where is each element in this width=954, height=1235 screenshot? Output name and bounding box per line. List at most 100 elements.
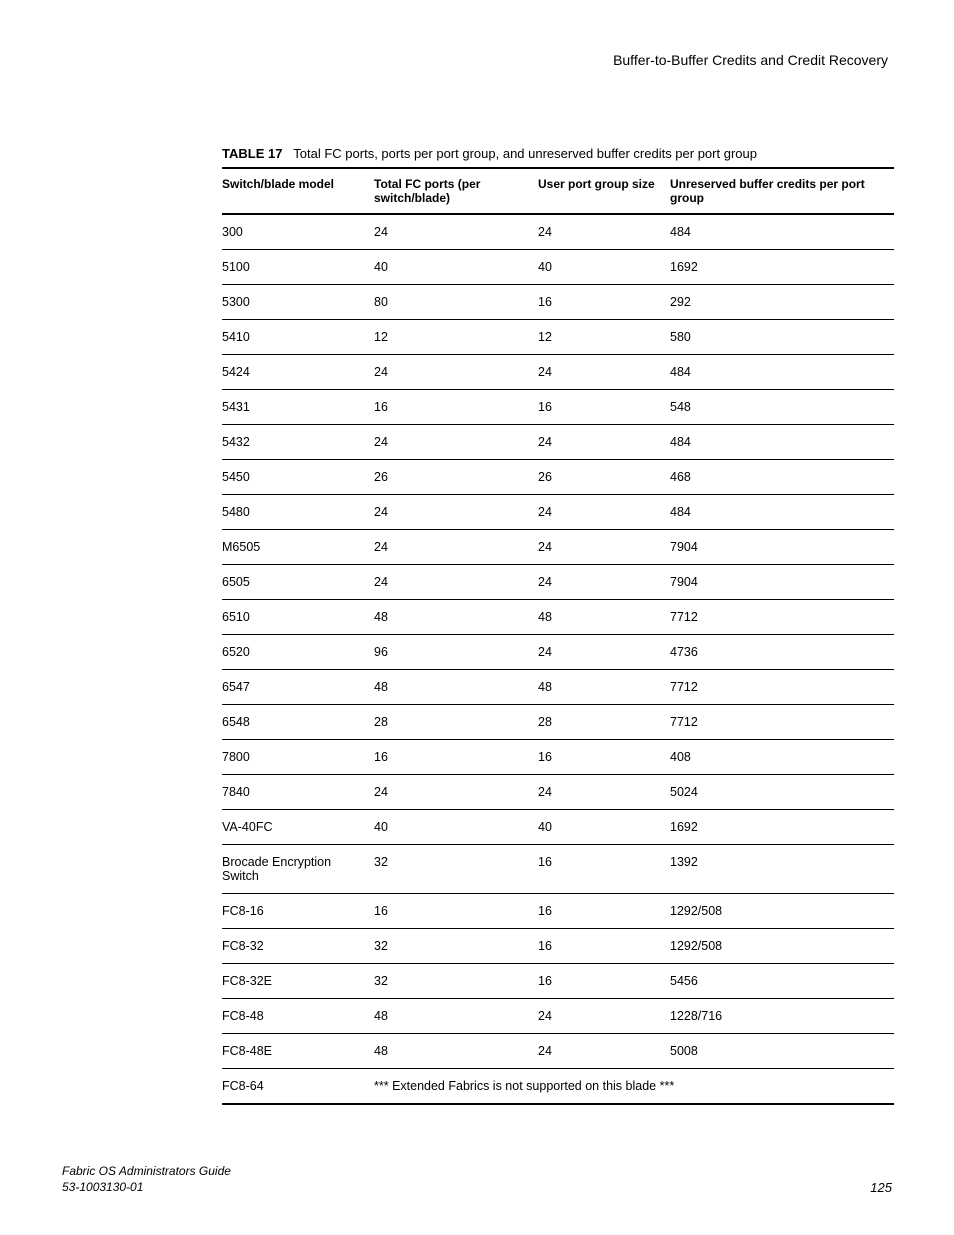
page-header-title: Buffer-to-Buffer Credits and Credit Reco… — [62, 52, 892, 68]
cell-model: 5450 — [222, 460, 374, 495]
cell-model: 5431 — [222, 390, 374, 425]
cell-total-ports: 24 — [374, 214, 538, 250]
cell-total-ports: 12 — [374, 320, 538, 355]
cell-credits: 7712 — [670, 705, 894, 740]
cell-total-ports: 40 — [374, 810, 538, 845]
cell-group-size: 48 — [538, 670, 670, 705]
cell-model: 6505 — [222, 565, 374, 600]
cell-total-ports: 26 — [374, 460, 538, 495]
table-row: 650524247904 — [222, 565, 894, 600]
cell-group-size: 26 — [538, 460, 670, 495]
cell-model: 5432 — [222, 425, 374, 460]
cell-credits: 484 — [670, 425, 894, 460]
table-row: FC8-3232161292/508 — [222, 929, 894, 964]
cell-total-ports: 24 — [374, 355, 538, 390]
cell-model: 6510 — [222, 600, 374, 635]
cell-credits: 484 — [670, 355, 894, 390]
cell-group-size: 24 — [538, 999, 670, 1034]
cell-total-ports: 48 — [374, 600, 538, 635]
table-body: 3002424484510040401692530080162925410121… — [222, 214, 894, 1104]
fc-ports-table: Switch/blade model Total FC ports (per s… — [222, 167, 894, 1105]
cell-credits: 7712 — [670, 670, 894, 705]
table-caption: TABLE 17 Total FC ports, ports per port … — [222, 146, 892, 161]
table-row: 78001616408 — [222, 740, 894, 775]
cell-group-size: 24 — [538, 775, 670, 810]
cell-model: FC8-32 — [222, 929, 374, 964]
cell-model: FC8-32E — [222, 964, 374, 999]
table-row: 54322424484 — [222, 425, 894, 460]
table-row: 654828287712 — [222, 705, 894, 740]
cell-credits: 1292/508 — [670, 929, 894, 964]
cell-credits: 7712 — [670, 600, 894, 635]
cell-credits: 408 — [670, 740, 894, 775]
cell-total-ports: 24 — [374, 495, 538, 530]
cell-total-ports: 80 — [374, 285, 538, 320]
cell-model: FC8-48E — [222, 1034, 374, 1069]
cell-model: 5300 — [222, 285, 374, 320]
cell-model: VA-40FC — [222, 810, 374, 845]
cell-group-size: 24 — [538, 1034, 670, 1069]
footer-doc-number: 53-1003130-01 — [62, 1179, 231, 1195]
table-row: 784024245024 — [222, 775, 894, 810]
cell-credits: 484 — [670, 495, 894, 530]
table-row: Brocade Encryption Switch32161392 — [222, 845, 894, 894]
cell-total-ports: 24 — [374, 425, 538, 460]
cell-model: 5410 — [222, 320, 374, 355]
cell-total-ports: 32 — [374, 845, 538, 894]
cell-group-size: 24 — [538, 495, 670, 530]
cell-model: 5424 — [222, 355, 374, 390]
cell-group-size: 24 — [538, 425, 670, 460]
page-footer: Fabric OS Administrators Guide 53-100313… — [62, 1163, 892, 1195]
table-caption-label: TABLE 17 — [222, 146, 282, 161]
cell-model: 5480 — [222, 495, 374, 530]
cell-group-size: 28 — [538, 705, 670, 740]
cell-total-ports: 16 — [374, 894, 538, 929]
cell-group-size: 16 — [538, 845, 670, 894]
cell-model: 300 — [222, 214, 374, 250]
table-row: 3002424484 — [222, 214, 894, 250]
cell-credits: 548 — [670, 390, 894, 425]
col-header-credits: Unreserved buffer credits per port group — [670, 168, 894, 214]
cell-credits: 5008 — [670, 1034, 894, 1069]
cell-credits: 1292/508 — [670, 894, 894, 929]
table-row: M650524247904 — [222, 530, 894, 565]
cell-total-ports: 24 — [374, 565, 538, 600]
footer-page-number: 125 — [870, 1180, 892, 1195]
cell-credits: 580 — [670, 320, 894, 355]
cell-total-ports: 24 — [374, 530, 538, 565]
cell-group-size: 12 — [538, 320, 670, 355]
table-row: 510040401692 — [222, 250, 894, 285]
table-row: FC8-48E48245008 — [222, 1034, 894, 1069]
table-row: VA-40FC40401692 — [222, 810, 894, 845]
table-row: 652096244736 — [222, 635, 894, 670]
table-row: FC8-1616161292/508 — [222, 894, 894, 929]
cell-total-ports: 48 — [374, 999, 538, 1034]
cell-model: M6505 — [222, 530, 374, 565]
col-header-total-ports: Total FC ports (per switch/blade) — [374, 168, 538, 214]
cell-credits: 7904 — [670, 565, 894, 600]
table-row: 54802424484 — [222, 495, 894, 530]
cell-total-ports: 40 — [374, 250, 538, 285]
cell-group-size: 16 — [538, 964, 670, 999]
cell-total-ports: 32 — [374, 929, 538, 964]
cell-total-ports: 32 — [374, 964, 538, 999]
cell-group-size: 16 — [538, 285, 670, 320]
table-caption-desc: Total FC ports, ports per port group, an… — [293, 146, 757, 161]
footer-left: Fabric OS Administrators Guide 53-100313… — [62, 1163, 231, 1195]
table-row: 651048487712 — [222, 600, 894, 635]
cell-total-ports: 48 — [374, 670, 538, 705]
cell-model: 6548 — [222, 705, 374, 740]
cell-model: 7840 — [222, 775, 374, 810]
cell-credits: 1392 — [670, 845, 894, 894]
cell-group-size: 24 — [538, 635, 670, 670]
cell-total-ports: 48 — [374, 1034, 538, 1069]
cell-group-size: 16 — [538, 929, 670, 964]
table-row: 54502626468 — [222, 460, 894, 495]
cell-model: FC8-64 — [222, 1069, 374, 1105]
table-row: 53008016292 — [222, 285, 894, 320]
col-header-group-size: User port group size — [538, 168, 670, 214]
col-header-model: Switch/blade model — [222, 168, 374, 214]
cell-span-note: *** Extended Fabrics is not supported on… — [374, 1069, 894, 1105]
cell-credits: 5456 — [670, 964, 894, 999]
cell-credits: 4736 — [670, 635, 894, 670]
